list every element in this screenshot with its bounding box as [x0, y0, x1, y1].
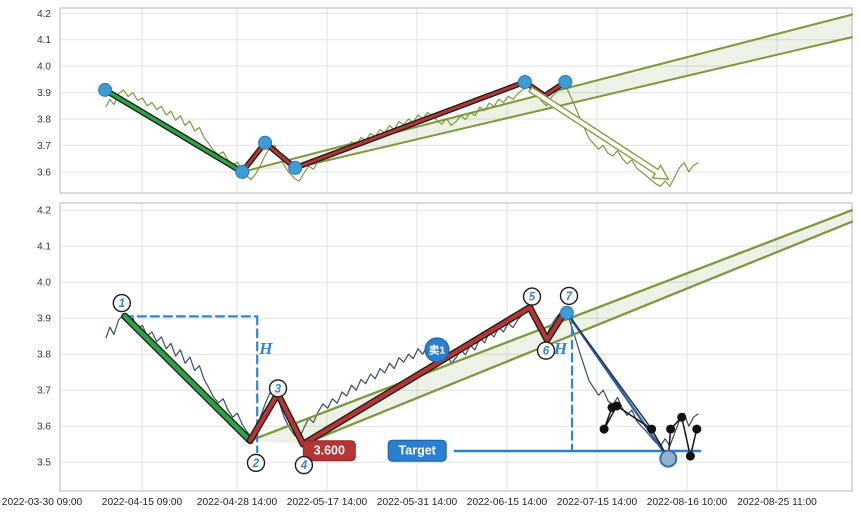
- y-tick-label: 4.1: [37, 35, 51, 46]
- x-tick-label: 2022-04-28 14:00: [196, 497, 278, 508]
- target-badge[interactable]: Target: [387, 439, 447, 462]
- x-tick-label: 2022-08-16 10:00: [646, 497, 728, 508]
- height-label-1[interactable]: H: [258, 339, 273, 358]
- svg-text:H: H: [553, 339, 568, 358]
- y-tick-label: 4.1: [37, 242, 51, 253]
- x-tick-label: 2022-06-15 14:00: [466, 497, 548, 508]
- x-tick-label: 2022-05-17 14:00: [286, 497, 368, 508]
- svg-text:4: 4: [300, 460, 308, 472]
- price-series-overview: [105, 83, 699, 187]
- impulse-down-segment[interactable]: [102, 86, 246, 175]
- y-tick-label: 4.2: [37, 206, 51, 217]
- sell-signal-badge[interactable]: 卖1: [424, 337, 450, 363]
- y-tick-label: 3.9: [37, 88, 51, 99]
- height-label-2[interactable]: H: [553, 339, 568, 358]
- x-tick-label: 2022-07-15 14:00: [556, 497, 638, 508]
- svg-text:3.600: 3.600: [314, 444, 345, 458]
- overview-chart-canvas[interactable]: 4.2 4.1 4.0 3.9 3.8 3.7 3.6: [0, 0, 859, 197]
- svg-text:1: 1: [119, 298, 125, 310]
- svg-text:6: 6: [543, 346, 550, 358]
- time-axis: 2022-03-30 09:00 2022-04-15 09:00 2022-04-…: [0, 492, 859, 520]
- projection-end-dot[interactable]: [659, 449, 678, 468]
- wave-numbers[interactable]: 1 2 3 4 5 6 7: [112, 286, 579, 475]
- x-tick-label: 2022-04-15 09:00: [101, 497, 183, 508]
- wedge-lower-trendline[interactable]: [301, 220, 854, 446]
- y-tick-label: 4.2: [37, 9, 51, 20]
- svg-text:2: 2: [252, 458, 260, 470]
- y-tick-label: 3.7: [37, 141, 51, 152]
- y-tick-label: 4.0: [37, 278, 51, 289]
- y-tick-label: 3.6: [37, 167, 51, 178]
- wedge-upper-trendline[interactable]: [248, 209, 854, 442]
- wedge-lower-trendline[interactable]: [294, 36, 853, 169]
- price-target-label[interactable]: 3.600: [302, 440, 356, 462]
- x-tick-label: 2022-08-25 11:00: [737, 497, 817, 508]
- corrective-zigzag[interactable]: [246, 304, 569, 448]
- svg-text:H: H: [258, 339, 273, 358]
- svg-text:5: 5: [529, 292, 536, 304]
- svg-text:Target: Target: [399, 444, 437, 458]
- projection-line-inner[interactable]: [566, 312, 653, 430]
- projection-dot[interactable]: [599, 401, 702, 461]
- y-tick-label: 3.7: [37, 386, 51, 397]
- pivot-dot[interactable]: [98, 75, 573, 179]
- svg-text:卖1: 卖1: [429, 344, 445, 357]
- y-tick-label: 3.8: [37, 115, 51, 126]
- y-tick-label: 3.8: [37, 350, 51, 361]
- y-tick-label: 3.5: [37, 458, 51, 469]
- svg-text:3: 3: [275, 383, 282, 395]
- impulse-down-segment[interactable]: [121, 312, 254, 445]
- grid: 4.2 4.1 4.0 3.9 3.8 3.7 3.6 3.5: [37, 202, 853, 492]
- y-tick-label: 3.6: [37, 422, 51, 433]
- x-tick-label: 2022-05-31 14:00: [376, 497, 458, 508]
- y-tick-label: 4.0: [37, 62, 51, 73]
- x-tick-label: 2022-03-30 09:00: [1, 497, 83, 508]
- svg-text:7: 7: [566, 291, 573, 303]
- price-series-detail: [105, 306, 699, 447]
- grid: 4.2 4.1 4.0 3.9 3.8 3.7 3.6: [37, 7, 853, 194]
- pivot-dot[interactable]: [559, 305, 574, 320]
- forecast-arrow[interactable]: [528, 86, 670, 181]
- y-tick-label: 3.9: [37, 314, 51, 325]
